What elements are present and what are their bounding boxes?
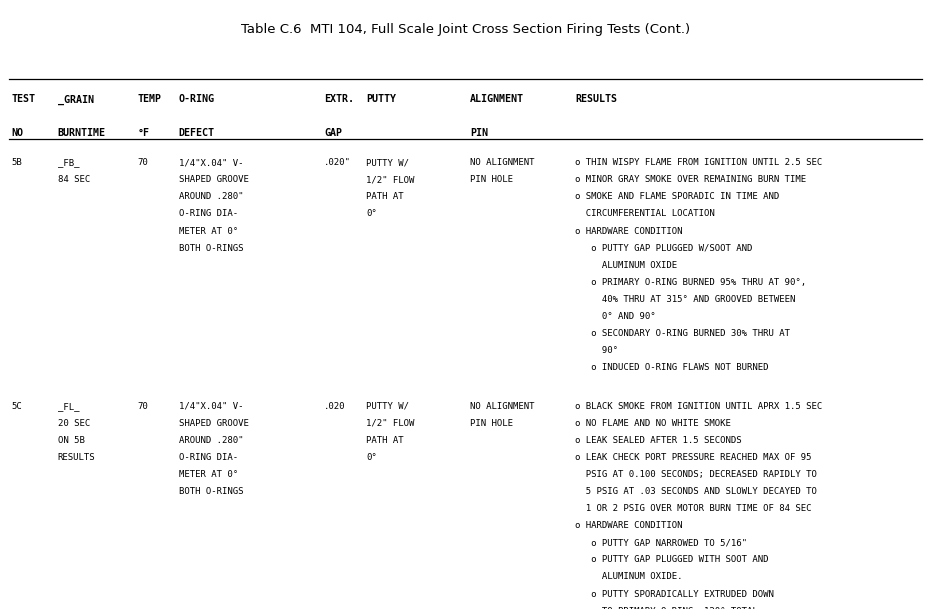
Text: PIN: PIN xyxy=(470,128,488,138)
Text: o BLACK SMOKE FROM IGNITION UNTIL APRX 1.5 SEC: o BLACK SMOKE FROM IGNITION UNTIL APRX 1… xyxy=(575,402,823,411)
Text: SHAPED GROOVE: SHAPED GROOVE xyxy=(179,175,249,185)
Text: TEST: TEST xyxy=(11,94,35,104)
Text: o MINOR GRAY SMOKE OVER REMAINING BURN TIME: o MINOR GRAY SMOKE OVER REMAINING BURN T… xyxy=(575,175,806,185)
Text: PSIG AT 0.100 SECONDS; DECREASED RAPIDLY TO: PSIG AT 0.100 SECONDS; DECREASED RAPIDLY… xyxy=(575,470,817,479)
Text: PUTTY W/: PUTTY W/ xyxy=(366,158,409,167)
Text: 40% THRU AT 315° AND GROOVED BETWEEN: 40% THRU AT 315° AND GROOVED BETWEEN xyxy=(575,295,796,304)
Text: AROUND .280": AROUND .280" xyxy=(179,192,243,202)
Text: RESULTS: RESULTS xyxy=(58,453,95,462)
Text: o SECONDARY O-RING BURNED 30% THRU AT: o SECONDARY O-RING BURNED 30% THRU AT xyxy=(575,329,790,338)
Text: BOTH O-RINGS: BOTH O-RINGS xyxy=(179,487,243,496)
Text: 0°: 0° xyxy=(366,453,377,462)
Text: NO: NO xyxy=(11,128,23,138)
Text: ALIGNMENT: ALIGNMENT xyxy=(470,94,524,104)
Text: PATH AT: PATH AT xyxy=(366,436,403,445)
Text: ALUMINUM OXIDE: ALUMINUM OXIDE xyxy=(575,261,678,270)
Text: .020": .020" xyxy=(324,158,351,167)
Text: 90°: 90° xyxy=(575,346,618,355)
Text: o SMOKE AND FLAME SPORADIC IN TIME AND: o SMOKE AND FLAME SPORADIC IN TIME AND xyxy=(575,192,779,202)
Text: _FB_: _FB_ xyxy=(58,158,79,167)
Text: 5C: 5C xyxy=(11,402,22,411)
Text: 1/4"X.04" V-: 1/4"X.04" V- xyxy=(179,402,243,411)
Text: 1/2" FLOW: 1/2" FLOW xyxy=(366,175,414,185)
Text: o THIN WISPY FLAME FROM IGNITION UNTIL 2.5 SEC: o THIN WISPY FLAME FROM IGNITION UNTIL 2… xyxy=(575,158,823,167)
Text: PUTTY W/: PUTTY W/ xyxy=(366,402,409,411)
Text: .020: .020 xyxy=(324,402,345,411)
Text: PATH AT: PATH AT xyxy=(366,192,403,202)
Text: 0°: 0° xyxy=(366,209,377,219)
Text: o PUTTY GAP PLUGGED WITH SOOT AND: o PUTTY GAP PLUGGED WITH SOOT AND xyxy=(575,555,769,565)
Text: _FL_: _FL_ xyxy=(58,402,79,411)
Text: o LEAK SEALED AFTER 1.5 SECONDS: o LEAK SEALED AFTER 1.5 SECONDS xyxy=(575,436,742,445)
Text: TO PRIMARY O-RING, 120° TOTAL.: TO PRIMARY O-RING, 120° TOTAL. xyxy=(575,607,763,609)
Text: DEFECT: DEFECT xyxy=(179,128,215,138)
Text: METER AT 0°: METER AT 0° xyxy=(179,470,238,479)
Text: O-RING DIA-: O-RING DIA- xyxy=(179,209,238,219)
Text: 1 OR 2 PSIG OVER MOTOR BURN TIME OF 84 SEC: 1 OR 2 PSIG OVER MOTOR BURN TIME OF 84 S… xyxy=(575,504,812,513)
Text: EXTR.: EXTR. xyxy=(324,94,354,104)
Text: o PUTTY GAP NARROWED TO 5/16": o PUTTY GAP NARROWED TO 5/16" xyxy=(575,538,748,547)
Text: O-RING: O-RING xyxy=(179,94,215,104)
Text: 1/4"X.04" V-: 1/4"X.04" V- xyxy=(179,158,243,167)
Text: o PUTTY GAP PLUGGED W/SOOT AND: o PUTTY GAP PLUGGED W/SOOT AND xyxy=(575,244,753,253)
Text: 20 SEC: 20 SEC xyxy=(58,419,90,428)
Text: 1/2" FLOW: 1/2" FLOW xyxy=(366,419,414,428)
Text: METER AT 0°: METER AT 0° xyxy=(179,227,238,236)
Text: NO ALIGNMENT: NO ALIGNMENT xyxy=(470,402,534,411)
Text: o PRIMARY O-RING BURNED 95% THRU AT 90°,: o PRIMARY O-RING BURNED 95% THRU AT 90°, xyxy=(575,278,806,287)
Text: _GRAIN: _GRAIN xyxy=(58,94,94,105)
Text: TEMP: TEMP xyxy=(138,94,162,104)
Text: PUTTY: PUTTY xyxy=(366,94,396,104)
Text: °F: °F xyxy=(138,128,150,138)
Text: PIN HOLE: PIN HOLE xyxy=(470,175,513,185)
Text: PIN HOLE: PIN HOLE xyxy=(470,419,513,428)
Text: BOTH O-RINGS: BOTH O-RINGS xyxy=(179,244,243,253)
Text: SHAPED GROOVE: SHAPED GROOVE xyxy=(179,419,249,428)
Text: 5B: 5B xyxy=(11,158,22,167)
Text: 70: 70 xyxy=(138,402,149,411)
Text: RESULTS: RESULTS xyxy=(575,94,617,104)
Text: BURNTIME: BURNTIME xyxy=(58,128,106,138)
Text: NO ALIGNMENT: NO ALIGNMENT xyxy=(470,158,534,167)
Text: o INDUCED O-RING FLAWS NOT BURNED: o INDUCED O-RING FLAWS NOT BURNED xyxy=(575,363,769,372)
Text: GAP: GAP xyxy=(324,128,342,138)
Text: Table C.6  MTI 104, Full Scale Joint Cross Section Firing Tests (Cont.): Table C.6 MTI 104, Full Scale Joint Cros… xyxy=(241,23,690,35)
Text: o LEAK CHECK PORT PRESSURE REACHED MAX OF 95: o LEAK CHECK PORT PRESSURE REACHED MAX O… xyxy=(575,453,812,462)
Text: ON 5B: ON 5B xyxy=(58,436,85,445)
Text: ALUMINUM OXIDE.: ALUMINUM OXIDE. xyxy=(575,572,682,582)
Text: 84 SEC: 84 SEC xyxy=(58,175,90,185)
Text: O-RING DIA-: O-RING DIA- xyxy=(179,453,238,462)
Text: o HARDWARE CONDITION: o HARDWARE CONDITION xyxy=(575,227,682,236)
Text: 0° AND 90°: 0° AND 90° xyxy=(575,312,656,321)
Text: CIRCUMFERENTIAL LOCATION: CIRCUMFERENTIAL LOCATION xyxy=(575,209,715,219)
Text: o HARDWARE CONDITION: o HARDWARE CONDITION xyxy=(575,521,682,530)
Text: o PUTTY SPORADICALLY EXTRUDED DOWN: o PUTTY SPORADICALLY EXTRUDED DOWN xyxy=(575,590,775,599)
Text: 70: 70 xyxy=(138,158,149,167)
Text: 5 PSIG AT .03 SECONDS AND SLOWLY DECAYED TO: 5 PSIG AT .03 SECONDS AND SLOWLY DECAYED… xyxy=(575,487,817,496)
Text: AROUND .280": AROUND .280" xyxy=(179,436,243,445)
Text: o NO FLAME AND NO WHITE SMOKE: o NO FLAME AND NO WHITE SMOKE xyxy=(575,419,731,428)
